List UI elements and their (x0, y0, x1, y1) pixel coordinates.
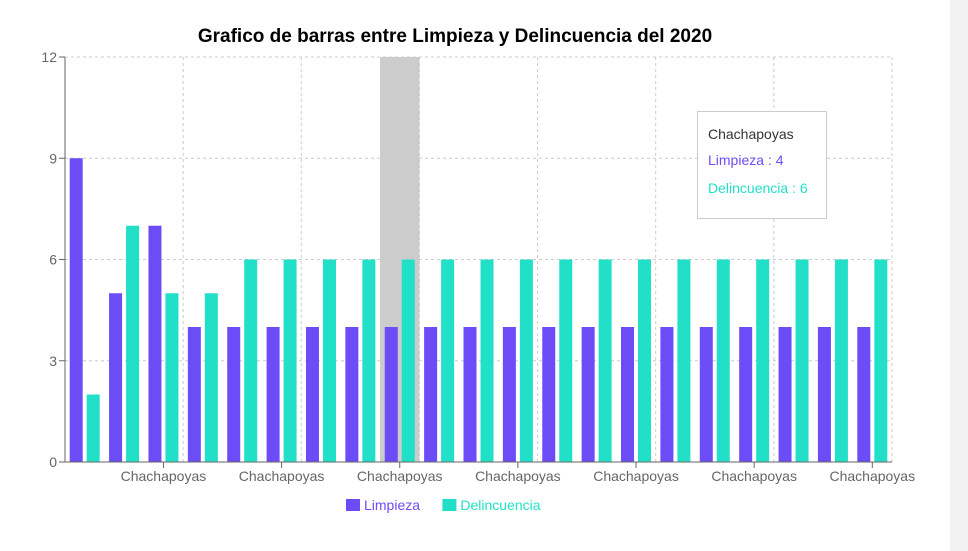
x-tick-label: Chachapoyas (475, 468, 561, 484)
bar-limpieza-15 (660, 327, 674, 462)
bar-limpieza-13 (581, 327, 595, 462)
bar-limpieza-2 (148, 225, 162, 462)
bar-limpieza-1 (109, 293, 123, 462)
bar-delincuencia-15 (677, 259, 691, 462)
legend-label-delincuencia: Delincuencia (460, 497, 540, 513)
bar-limpieza-14 (621, 327, 635, 462)
bar-delincuencia-0 (86, 394, 100, 462)
bar-limpieza-20 (857, 327, 871, 462)
bar-limpieza-11 (502, 327, 516, 462)
bar-limpieza-17 (739, 327, 753, 462)
x-tick-label: Chachapoyas (121, 468, 207, 484)
x-tick-label: Chachapoyas (357, 468, 443, 484)
page-edge-strip (950, 0, 968, 551)
bar-delincuencia-3 (204, 293, 218, 462)
bars (69, 158, 888, 462)
x-tick-label: Chachapoyas (711, 468, 797, 484)
bar-delincuencia-12 (559, 259, 573, 462)
bar-delincuencia-20 (874, 259, 888, 462)
bar-delincuencia-7 (362, 259, 376, 462)
x-axis-ticks: Chachapoyas Chachapoyas Chachapoyas Chachap… (121, 462, 915, 484)
bar-delincuencia-8 (401, 259, 415, 462)
bar-limpieza-12 (542, 327, 556, 462)
bar-limpieza-8 (384, 327, 398, 462)
bar-limpieza-19 (817, 327, 831, 462)
legend-swatch-delincuencia (442, 499, 457, 511)
bar-delincuencia-17 (756, 259, 770, 462)
bar-delincuencia-2 (165, 293, 179, 462)
tooltip-label: Chachapoyas (708, 126, 794, 142)
bar-delincuencia-16 (716, 259, 730, 462)
tooltip-row-delincuencia: Delincuencia : 6 (708, 180, 808, 196)
bar-limpieza-18 (778, 327, 792, 462)
bar-limpieza-0 (69, 158, 83, 462)
tooltip: Chachapoyas Limpieza : 4 Delincuencia : … (697, 111, 827, 219)
y-tick-label: 0 (49, 454, 57, 470)
bar-delincuencia-1 (126, 225, 140, 462)
bar-limpieza-9 (424, 327, 438, 462)
bar-limpieza-5 (266, 327, 280, 462)
bar-delincuencia-13 (598, 259, 612, 462)
x-tick-label: Chachapoyas (593, 468, 679, 484)
bar-limpieza-3 (187, 327, 201, 462)
bar-limpieza-7 (345, 327, 359, 462)
bar-limpieza-6 (305, 327, 319, 462)
bar-delincuencia-11 (519, 259, 533, 462)
y-tick-label: 12 (41, 49, 57, 65)
x-tick-label: Chachapoyas (239, 468, 325, 484)
legend: Limpieza Delincuencia (346, 497, 541, 513)
y-tick-label: 3 (49, 353, 57, 369)
x-tick-label: Chachapoyas (829, 468, 915, 484)
bar-delincuencia-14 (638, 259, 652, 462)
bar-delincuencia-6 (322, 259, 336, 462)
bar-limpieza-16 (699, 327, 713, 462)
bar-limpieza-10 (463, 327, 477, 462)
bar-delincuencia-9 (441, 259, 455, 462)
bar-limpieza-4 (227, 327, 241, 462)
tooltip-row-limpieza: Limpieza : 4 (708, 152, 784, 168)
bar-delincuencia-18 (795, 259, 809, 462)
bar-delincuencia-19 (834, 259, 848, 462)
y-tick-label: 6 (49, 252, 57, 268)
legend-swatch-limpieza (346, 499, 360, 511)
y-tick-label: 9 (49, 150, 57, 166)
legend-label-limpieza: Limpieza (364, 497, 420, 513)
y-axis-ticks: 0 3 6 9 12 (41, 49, 65, 470)
bar-delincuencia-4 (244, 259, 258, 462)
chart-title: Grafico de barras entre Limpieza y Delin… (198, 26, 712, 47)
bar-delincuencia-5 (283, 259, 297, 462)
bar-delincuencia-10 (480, 259, 494, 462)
